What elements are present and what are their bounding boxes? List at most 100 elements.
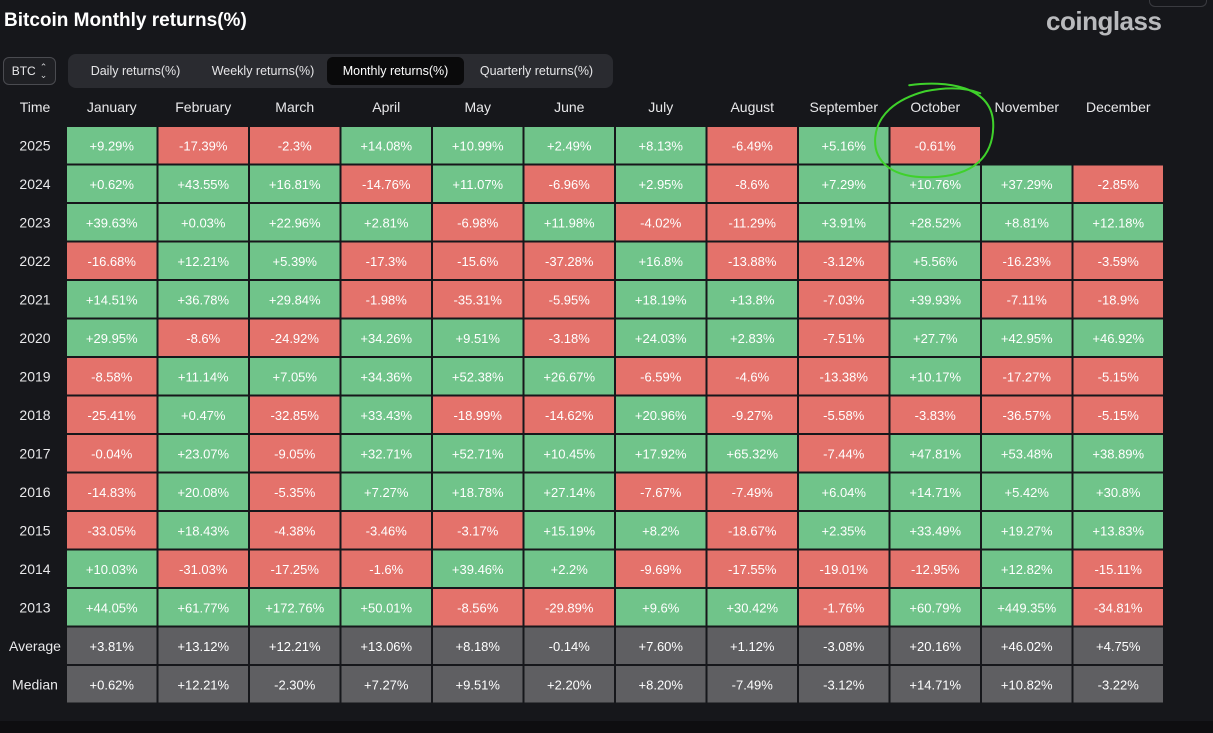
cell-2020-may <box>433 319 523 356</box>
cell-2016-july <box>616 473 706 510</box>
cell-2020-october <box>890 319 980 356</box>
cell-label-2016-december: +30.8% <box>1096 485 1141 500</box>
cell-label-2018-january: -25.41% <box>88 408 137 423</box>
cell-average-november <box>982 627 1072 664</box>
cell-2016-may <box>433 473 523 510</box>
cell-label-2025-august: -6.49% <box>732 138 774 153</box>
cell-2013-march <box>250 589 340 626</box>
cell-label-2021-march: +29.84% <box>269 292 321 307</box>
row-label-2024: 2024 <box>19 176 50 192</box>
cell-2024-december <box>1073 165 1163 202</box>
cell-median-march <box>250 666 340 703</box>
tab-daily-returns[interactable]: Daily returns(%) <box>90 64 181 78</box>
cell-2024-april <box>341 165 431 202</box>
cell-2017-october <box>890 435 980 472</box>
cell-2021-november <box>982 281 1072 318</box>
cell-2015-december <box>1073 512 1163 549</box>
cell-average-august <box>707 627 797 664</box>
cell-label-2014-february: -31.03% <box>179 562 228 577</box>
cell-label-2018-february: +0.47% <box>181 408 226 423</box>
cell-2017-november <box>982 435 1072 472</box>
cell-label-2016-may: +18.78% <box>452 485 504 500</box>
cell-label-2017-july: +17.92% <box>635 446 687 461</box>
cell-2023-april <box>341 204 431 241</box>
tab-quarterly-returns[interactable]: Quarterly returns(%) <box>479 64 594 78</box>
cell-2017-august <box>707 435 797 472</box>
cell-label-2017-september: -7.44% <box>823 446 865 461</box>
cell-2014-july <box>616 550 706 587</box>
cell-2013-may <box>433 589 523 626</box>
cell-label-average-may: +8.18% <box>456 639 501 654</box>
cell-2019-february <box>158 358 248 395</box>
cell-2023-july <box>616 204 706 241</box>
cell-median-october <box>890 666 980 703</box>
cell-label-2019-april: +34.36% <box>360 369 412 384</box>
cell-label-average-february: +13.12% <box>177 639 229 654</box>
cell-label-2020-november: +42.95% <box>1001 331 1053 346</box>
cell-label-2018-august: -9.27% <box>732 408 774 423</box>
cell-2016-august <box>707 473 797 510</box>
cell-label-2024-june: -6.96% <box>549 177 591 192</box>
cell-label-2013-june: -29.89% <box>545 600 594 615</box>
row-label-2014: 2014 <box>19 561 50 577</box>
cell-2017-june <box>524 435 614 472</box>
cell-label-2015-december: +13.83% <box>1092 523 1144 538</box>
cell-2016-march <box>250 473 340 510</box>
header-november: November <box>994 99 1059 115</box>
cell-label-median-may: +9.51% <box>456 677 501 692</box>
cell-average-march <box>250 627 340 664</box>
cell-label-2020-december: +46.92% <box>1092 331 1144 346</box>
asset-select[interactable]: BTC ⌃ ⌄ <box>3 57 56 85</box>
cell-2014-november <box>982 550 1072 587</box>
cell-label-2025-may: +10.99% <box>452 138 504 153</box>
cell-2016-february <box>158 473 248 510</box>
cell-2024-november <box>982 165 1072 202</box>
cell-2024-february <box>158 165 248 202</box>
cell-label-2021-september: -7.03% <box>823 292 865 307</box>
cell-average-january <box>67 627 157 664</box>
cell-label-2025-july: +8.13% <box>639 138 684 153</box>
cell-label-2014-november: +12.82% <box>1001 562 1053 577</box>
cell-label-2019-august: -4.6% <box>735 369 769 384</box>
cell-2015-april <box>341 512 431 549</box>
asset-select-value: BTC <box>11 64 36 78</box>
cell-label-2016-february: +20.08% <box>177 485 229 500</box>
cell-2025-july <box>616 127 706 164</box>
cell-2021-december <box>1073 281 1163 318</box>
cell-label-median-january: +0.62% <box>90 677 135 692</box>
cell-label-2022-august: -13.88% <box>728 254 777 269</box>
cell-average-june <box>524 627 614 664</box>
cell-2025-march <box>250 127 340 164</box>
highlight-circle-annotation <box>874 82 995 179</box>
cell-2021-august <box>707 281 797 318</box>
cell-2023-march <box>250 204 340 241</box>
tab-monthly-returns[interactable]: Monthly returns(%) <box>327 57 464 85</box>
cell-2018-october <box>890 396 980 433</box>
cell-2013-september <box>799 589 889 626</box>
cell-label-average-november: +46.02% <box>1001 639 1053 654</box>
cell-2015-june <box>524 512 614 549</box>
cell-label-median-november: +10.82% <box>1001 677 1053 692</box>
cell-label-2015-april: -3.46% <box>366 523 408 538</box>
cell-label-2019-june: +26.67% <box>543 369 595 384</box>
header-june: June <box>554 99 585 115</box>
cell-label-median-april: +7.27% <box>364 677 409 692</box>
cell-label-2023-september: +3.91% <box>822 215 867 230</box>
cell-2024-may <box>433 165 523 202</box>
select-updown-icon: ⌃ ⌄ <box>39 62 48 80</box>
cell-2021-april <box>341 281 431 318</box>
cell-2021-october <box>890 281 980 318</box>
cell-label-2015-march: -4.38% <box>274 523 316 538</box>
cell-label-2016-august: -7.49% <box>732 485 774 500</box>
cell-label-2014-october: -12.95% <box>911 562 960 577</box>
cell-2016-september <box>799 473 889 510</box>
cell-label-2014-december: -15.11% <box>1095 562 1143 577</box>
cell-2014-august <box>707 550 797 587</box>
cell-label-2023-february: +0.03% <box>181 215 226 230</box>
row-label-median: Median <box>12 676 58 692</box>
cell-median-may <box>433 666 523 703</box>
cell-label-2014-march: -17.25% <box>271 562 320 577</box>
tab-weekly-returns[interactable]: Weekly returns(%) <box>211 64 315 78</box>
cell-2022-august <box>707 242 797 279</box>
cell-label-2020-march: -24.92% <box>271 331 320 346</box>
